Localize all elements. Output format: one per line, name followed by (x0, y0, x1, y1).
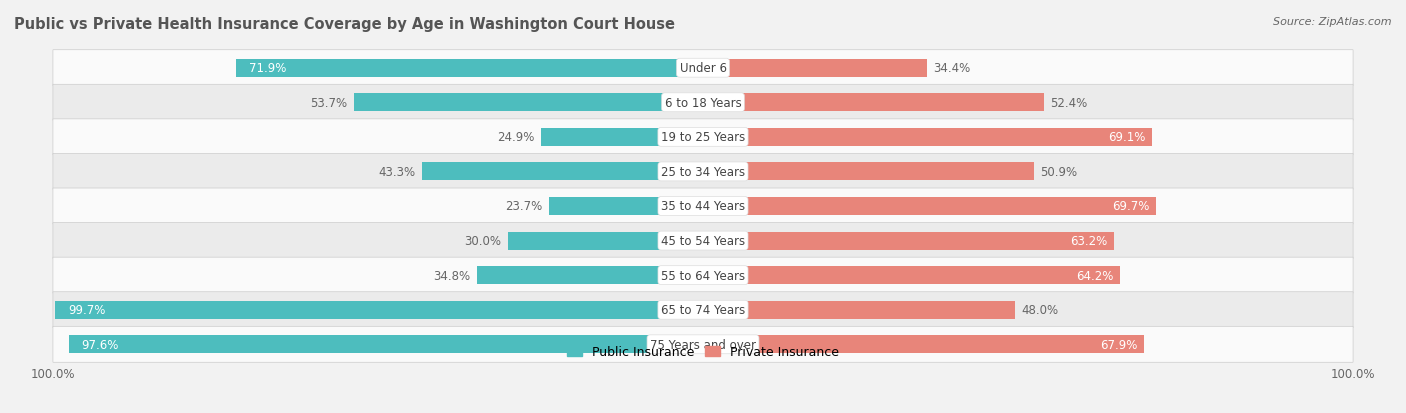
Text: 34.8%: 34.8% (433, 269, 471, 282)
Text: Source: ZipAtlas.com: Source: ZipAtlas.com (1274, 17, 1392, 26)
Text: Public vs Private Health Insurance Coverage by Age in Washington Court House: Public vs Private Health Insurance Cover… (14, 17, 675, 31)
Bar (703, 128, 1152, 147)
FancyBboxPatch shape (53, 189, 1353, 224)
Bar (703, 197, 1156, 216)
FancyBboxPatch shape (53, 85, 1353, 121)
Bar (703, 163, 1033, 181)
FancyBboxPatch shape (53, 327, 1353, 362)
Bar (548, 197, 703, 216)
Text: 19 to 25 Years: 19 to 25 Years (661, 131, 745, 144)
Text: 71.9%: 71.9% (249, 62, 285, 75)
Legend: Public Insurance, Private Insurance: Public Insurance, Private Insurance (562, 341, 844, 363)
Bar (703, 335, 1144, 354)
Text: 52.4%: 52.4% (1050, 97, 1087, 109)
Text: 48.0%: 48.0% (1022, 304, 1059, 316)
Bar (354, 94, 703, 112)
FancyBboxPatch shape (53, 51, 1353, 86)
Bar (703, 301, 1015, 319)
Text: 25 to 34 Years: 25 to 34 Years (661, 166, 745, 178)
FancyBboxPatch shape (53, 120, 1353, 155)
FancyBboxPatch shape (53, 154, 1353, 190)
Bar (55, 301, 703, 319)
Bar (422, 163, 703, 181)
Text: 6 to 18 Years: 6 to 18 Years (665, 97, 741, 109)
Text: 34.4%: 34.4% (934, 62, 970, 75)
Bar (69, 335, 703, 354)
FancyBboxPatch shape (53, 292, 1353, 328)
Text: 75 Years and over: 75 Years and over (650, 338, 756, 351)
Text: 67.9%: 67.9% (1101, 338, 1137, 351)
Text: 30.0%: 30.0% (464, 235, 502, 247)
Text: 55 to 64 Years: 55 to 64 Years (661, 269, 745, 282)
Text: 64.2%: 64.2% (1077, 269, 1114, 282)
Text: 97.6%: 97.6% (82, 338, 120, 351)
Bar (236, 59, 703, 78)
FancyBboxPatch shape (53, 258, 1353, 293)
Text: 45 to 54 Years: 45 to 54 Years (661, 235, 745, 247)
Text: 63.2%: 63.2% (1070, 235, 1108, 247)
Text: 23.7%: 23.7% (505, 200, 543, 213)
Text: 24.9%: 24.9% (498, 131, 534, 144)
Bar (541, 128, 703, 147)
Text: Under 6: Under 6 (679, 62, 727, 75)
Bar (703, 94, 1043, 112)
FancyBboxPatch shape (53, 223, 1353, 259)
Text: 69.7%: 69.7% (1112, 200, 1150, 213)
Bar (703, 266, 1121, 285)
Text: 65 to 74 Years: 65 to 74 Years (661, 304, 745, 316)
Text: 43.3%: 43.3% (378, 166, 415, 178)
Bar (703, 59, 927, 78)
Text: 69.1%: 69.1% (1108, 131, 1146, 144)
Bar (508, 232, 703, 250)
Text: 53.7%: 53.7% (311, 97, 347, 109)
Text: 99.7%: 99.7% (67, 304, 105, 316)
Bar (703, 232, 1114, 250)
Text: 50.9%: 50.9% (1040, 166, 1077, 178)
Bar (477, 266, 703, 285)
Text: 35 to 44 Years: 35 to 44 Years (661, 200, 745, 213)
